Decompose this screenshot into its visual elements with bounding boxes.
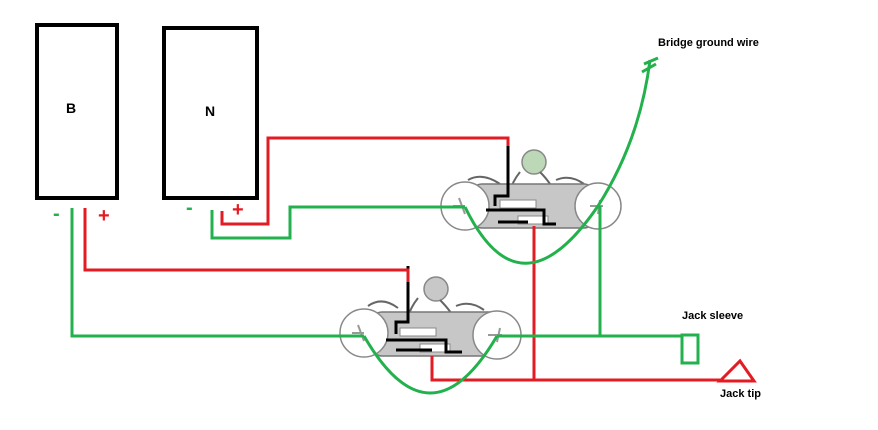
neck-pickup-label: N [205, 103, 215, 119]
neck-pickup [162, 26, 259, 200]
hot-wires [83, 136, 720, 382]
neck-negative-sign: - [186, 197, 193, 219]
bridge-pickup-label: B [66, 100, 76, 116]
ground-wires [70, 56, 695, 395]
bridge-ground-label: Bridge ground wire [658, 37, 759, 49]
bridge-negative-sign: - [53, 203, 60, 225]
neck-positive-sign: + [232, 199, 244, 221]
jack-tip-label: Jack tip [720, 388, 761, 400]
jack-sleeve-label: Jack sleeve [682, 310, 743, 322]
volume-pot-upper [440, 149, 622, 231]
bridge-pickup [35, 23, 119, 200]
jack-sleeve-terminal [680, 333, 700, 365]
internal-wires [386, 142, 556, 354]
jack-tip-terminal [716, 358, 757, 383]
bridge-positive-sign: + [98, 205, 110, 227]
volume-pot-lower [339, 276, 522, 360]
